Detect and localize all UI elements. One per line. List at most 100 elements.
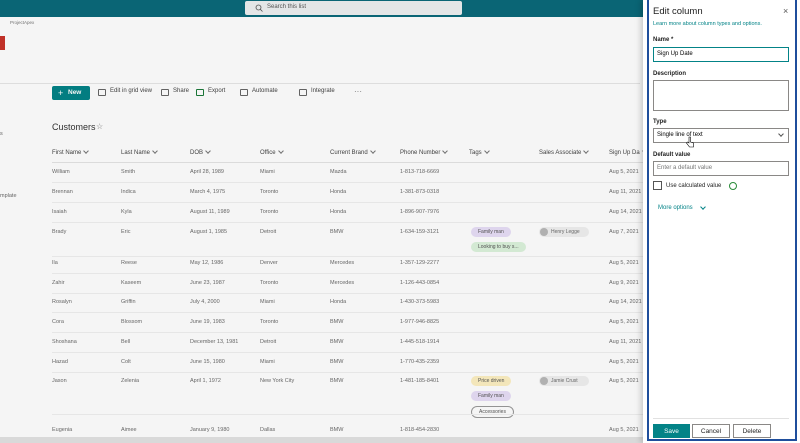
column-header[interactable]: Sign Up Da <box>609 149 647 157</box>
command-icon <box>196 89 204 96</box>
cell: June 23, 1987 <box>190 280 225 286</box>
row-divider <box>52 414 643 415</box>
site-name[interactable]: ProjectApex <box>10 20 35 25</box>
type-value: Single line of text <box>657 132 703 138</box>
associate-pill[interactable] <box>539 376 589 386</box>
cell: Miami <box>260 169 275 175</box>
more-options[interactable]: More options <box>658 205 693 211</box>
divider <box>653 418 789 419</box>
save-button[interactable]: Save <box>653 424 690 438</box>
cell: June 15, 1980 <box>190 359 225 365</box>
command-action[interactable]: Share <box>173 88 190 94</box>
favorite-star[interactable]: ☆ <box>96 122 104 131</box>
row-divider <box>52 352 643 353</box>
close-icon[interactable]: × <box>783 6 789 16</box>
row-divider <box>52 332 643 333</box>
command-icon <box>240 89 248 96</box>
info-icon[interactable] <box>729 182 737 190</box>
divider <box>0 83 640 84</box>
command-icon <box>161 89 169 96</box>
row-divider <box>52 222 643 223</box>
new-label: New <box>68 89 82 96</box>
column-header[interactable]: Current Brand <box>330 149 375 157</box>
search-box[interactable]: Search this list <box>245 1 462 15</box>
cell: 1-357-129-2277 <box>400 260 440 266</box>
cell: April 28, 1989 <box>190 169 224 175</box>
row-divider <box>52 273 643 274</box>
cell: March 4, 1975 <box>190 189 226 195</box>
associate-name: Henry Legge <box>551 229 580 235</box>
learn-more-link[interactable]: Learn more about column types and option… <box>653 21 762 27</box>
cursor <box>686 136 694 148</box>
cancel-button[interactable]: Cancel <box>692 424 730 438</box>
cell: Zelenia <box>121 378 140 384</box>
cell: Detroit <box>260 229 277 235</box>
associate-name: Jamie Crust <box>551 378 578 384</box>
more-icon[interactable]: ··· <box>354 87 362 96</box>
description-label: Description <box>653 71 687 77</box>
default-placeholder: Enter a default value <box>657 165 713 171</box>
column-header[interactable]: Office <box>260 149 283 157</box>
command-action[interactable]: Export <box>208 88 226 94</box>
name-input[interactable]: Sign Up Date <box>653 47 789 62</box>
associate-pill[interactable] <box>539 227 589 237</box>
avatar <box>540 377 548 385</box>
cell: Aug 5, 2021 <box>609 378 639 384</box>
delete-button[interactable]: Delete <box>733 424 771 438</box>
cell: Dallas <box>260 427 276 433</box>
default-input[interactable]: Enter a default value <box>653 161 789 176</box>
command-action[interactable]: Edit in grid view <box>110 88 153 94</box>
command-icon <box>98 89 106 96</box>
row-divider <box>52 182 643 183</box>
cell: Miami <box>260 299 275 305</box>
cell: BMW <box>330 359 344 365</box>
cell: Aug 5, 2021 <box>609 359 639 365</box>
overlay <box>0 0 643 443</box>
cell: Eric <box>121 229 131 235</box>
plus-icon: + <box>58 88 64 98</box>
cell: Bell <box>121 339 131 345</box>
cell: August 1, 1985 <box>190 229 228 235</box>
cell: BMW <box>330 229 344 235</box>
tag-pill: Accessories <box>471 406 514 418</box>
cell: Aug 5, 2021 <box>609 427 639 433</box>
cell: 1-634-159-3121 <box>400 229 440 235</box>
cell: Miami <box>260 359 275 365</box>
cell: 1-445-518-1914 <box>400 339 440 345</box>
site-logo <box>0 36 5 50</box>
column-header[interactable]: First Name <box>52 149 88 157</box>
new-button[interactable]: + New <box>52 86 90 100</box>
cell: April 1, 1972 <box>190 378 221 384</box>
cell: 1-896-907-7976 <box>400 209 440 215</box>
description-input[interactable] <box>653 80 789 111</box>
cell: Kyla <box>121 209 132 215</box>
cell: 1-813-718-6669 <box>400 169 440 175</box>
command-action[interactable]: Integrate <box>311 88 335 94</box>
nav-fragment[interactable]: s <box>0 131 3 137</box>
row-divider <box>52 202 643 203</box>
checkbox[interactable] <box>653 181 662 190</box>
column-header[interactable]: DOB <box>190 149 210 157</box>
command-action[interactable]: Automate <box>252 88 278 94</box>
name-value: Sign Up Date <box>657 51 693 57</box>
type-dropdown[interactable]: Single line of text <box>653 128 789 143</box>
column-header[interactable]: Sales Associate <box>539 149 588 157</box>
list-title: Customers <box>52 122 96 132</box>
row-divider <box>52 372 643 373</box>
tag-pill: Family man <box>471 227 511 237</box>
cell: New York City <box>260 378 295 384</box>
cell: Cora <box>52 319 64 325</box>
cell: Toronto <box>260 189 279 195</box>
cell: 1-126-443-0854 <box>400 280 440 286</box>
search-icon <box>255 4 263 12</box>
calculated-label[interactable]: Use calculated value <box>666 183 722 189</box>
cell: Mercedes <box>330 260 355 266</box>
column-header[interactable]: Last Name <box>121 149 157 157</box>
tag-pill: Family man <box>471 391 511 401</box>
column-header[interactable]: Phone Number <box>400 149 447 157</box>
cell: August 11, 1989 <box>190 209 230 215</box>
name-label: Name * <box>653 37 674 43</box>
nav-fragment[interactable]: mplate <box>0 193 17 199</box>
column-header[interactable]: Tags <box>469 149 489 157</box>
cell: May 12, 1986 <box>190 260 224 266</box>
